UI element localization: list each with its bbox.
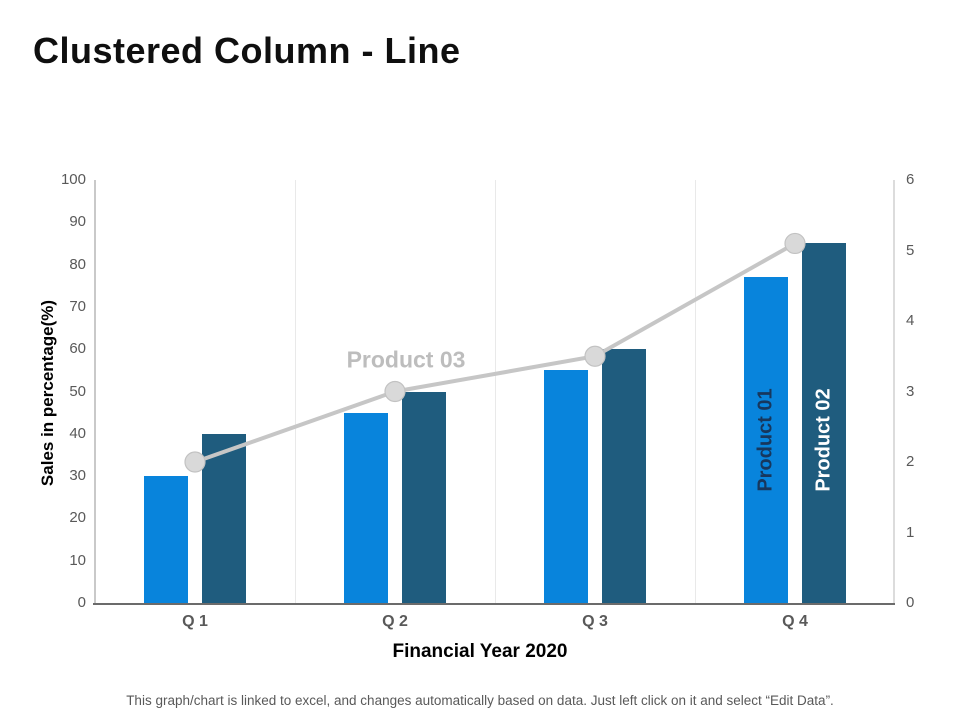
column-product-01 [744,277,788,603]
plot-area: Product 01 Product 02 Product 03 [93,180,895,605]
column-product-02 [602,349,646,603]
footer-note: This graph/chart is linked to excel, and… [126,693,834,708]
y-axis-left-tick: 0 [77,594,86,611]
line-marker [184,451,206,473]
slide-title: Clustered Column - Line [33,30,461,71]
column-product-01 [544,370,588,603]
y-axis-left-tick: 50 [69,382,86,400]
y-axis-right-tick: 5 [906,241,915,259]
y-axis-right-tick: 3 [906,382,915,400]
x-axis-tick: Q 2 [382,613,408,630]
line-series-label: Product 03 [346,346,466,373]
column-product-02 [802,243,846,603]
y-axis-right-tick: 0 [906,594,915,611]
y-axis-right-tick: 4 [906,312,915,329]
line-path [194,241,796,464]
grid-line [495,180,496,603]
column-product-01 [144,476,188,603]
y-axis-line-left [94,180,96,603]
y-axis-left-tick: 20 [69,509,86,527]
y-axis-left-tick: 10 [69,551,86,569]
column-product-02 [202,433,246,603]
y-axis-left-tick: 40 [69,424,86,442]
y-axis-left-tick: 90 [69,213,86,231]
x-axis-title: Financial Year 2020 [392,641,568,662]
grid-line [695,180,696,603]
line-marker [384,380,406,403]
grid-line [295,180,296,603]
line-marker [784,232,806,255]
y-axis-left-tick: 30 [69,467,86,485]
column-product-01 [344,412,388,603]
x-axis-tick: Q 1 [182,613,208,630]
chart-area[interactable]: Sales in percentage(%) Product 01 Product… [0,150,960,685]
y-axis-left-tick: 70 [69,297,86,315]
line-series [184,232,806,473]
column-product-02 [402,391,446,603]
y-axis-right-tick: 1 [906,523,915,541]
y-axis-left-tick: 100 [60,171,86,188]
x-axis-tick: Q 4 [782,613,808,630]
x-axis-line [93,603,895,605]
y-axis-line-right [893,180,895,603]
y-axis-left-tick: 60 [69,340,86,358]
y-axis-left-tick: 80 [69,255,86,273]
x-axis-tick: Q 3 [582,613,608,630]
y-axis-right-tick: 2 [906,453,915,470]
line-marker [584,345,606,367]
y-axis-right-tick: 6 [906,171,915,188]
